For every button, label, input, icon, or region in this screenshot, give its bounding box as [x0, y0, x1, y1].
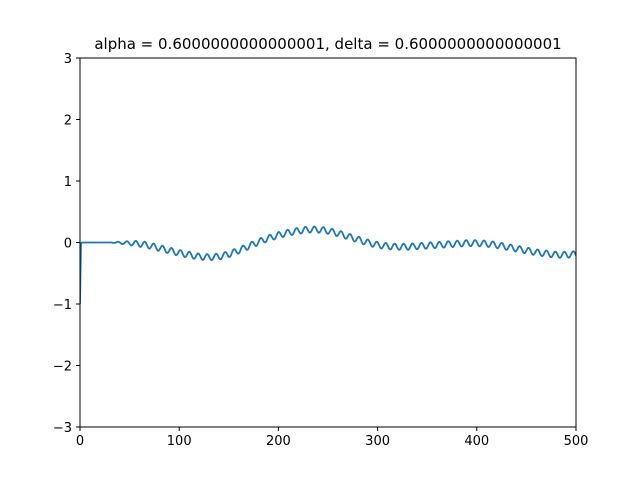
y-tick-label: −1 [53, 298, 72, 313]
x-tick-label: 300 [365, 434, 390, 449]
x-tick-label: 500 [564, 434, 589, 449]
series-line [80, 225, 576, 305]
y-tick-label: 1 [64, 175, 72, 190]
x-tick-label: 100 [167, 434, 192, 449]
x-tick-label: 0 [76, 434, 84, 449]
y-tick-label: 3 [64, 52, 72, 67]
y-tick-label: 2 [64, 114, 72, 129]
y-tick-label: −2 [53, 360, 72, 375]
chart-title: alpha = 0.6000000000000001, delta = 0.60… [94, 35, 561, 53]
y-tick-label: 0 [64, 237, 72, 252]
y-tick-label: −3 [53, 421, 72, 436]
plot-area [80, 225, 576, 305]
x-tick-label: 400 [464, 434, 489, 449]
y-axis: −3 −2 −1 0 1 2 3 [53, 52, 80, 436]
x-tick-label: 200 [266, 434, 291, 449]
x-axis: 0 100 200 300 400 500 [76, 427, 589, 449]
